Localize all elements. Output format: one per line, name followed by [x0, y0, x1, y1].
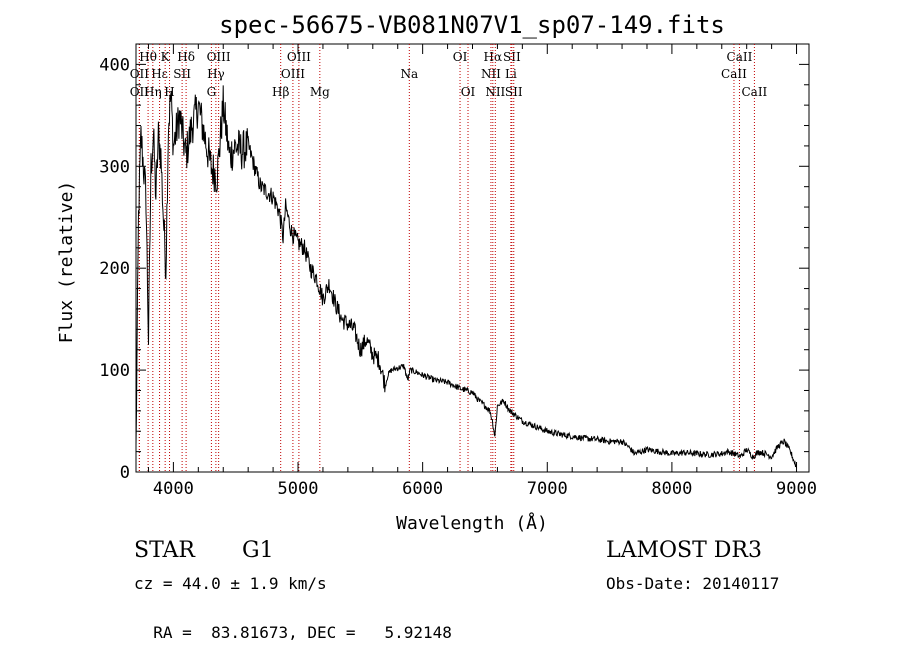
line-marker-label: SII	[505, 85, 523, 99]
line-marker-label: Hβ	[272, 85, 289, 99]
object-class: STAR	[134, 538, 195, 563]
x-axis-label: Wavelength (Å)	[396, 512, 548, 534]
survey-name: LAMOST DR3	[606, 538, 762, 563]
line-marker-label: NII	[481, 67, 501, 81]
x-tick-label: 9000	[776, 479, 817, 499]
plot-frame	[135, 43, 810, 473]
line-marker-label: OII	[130, 85, 150, 99]
line-marker-label: H	[164, 85, 174, 99]
line-marker-label: Hγ	[207, 67, 225, 81]
line-marker-label: SII	[173, 67, 191, 81]
line-marker-label: Hδ	[177, 50, 195, 64]
y-tick-label: 200	[99, 259, 130, 279]
y-tick-label: 0	[120, 463, 130, 483]
redshift-label: cz = 44.0 ± 1.9 km/s	[134, 574, 327, 593]
line-marker-label: Hθ	[139, 50, 157, 64]
line-marker-label: OIII	[207, 50, 231, 64]
y-axis-label: Flux (relative)	[56, 181, 77, 344]
subclass-label: G1	[242, 538, 274, 563]
x-tick-label: 4000	[153, 479, 194, 499]
x-tick-label: 7000	[527, 479, 568, 499]
x-tick-label: 6000	[402, 479, 443, 499]
coordinates: RA = 83.81673, DEC = 5.92148	[134, 604, 452, 642]
line-marker-label: SII	[503, 50, 521, 64]
line-marker-label: G	[207, 85, 217, 99]
line-marker-label: OI	[453, 50, 468, 64]
y-tick-label: 100	[99, 361, 130, 381]
line-marker-label: OI	[461, 85, 476, 99]
line-marker-label: Na	[400, 67, 418, 81]
line-marker-label: K	[161, 50, 171, 64]
x-tick-label: 5000	[278, 479, 319, 499]
line-marker-label: Hε	[151, 67, 168, 81]
line-marker-label: CaII	[721, 67, 747, 81]
line-marker-label: OIII	[281, 67, 305, 81]
subclass: G1	[242, 538, 274, 563]
x-tick-label: 8000	[651, 479, 692, 499]
axes: 4000 5000 6000 7000 8000 9000 0 100 200 300 400	[99, 43, 817, 499]
survey-label: LAMOST DR3	[606, 538, 762, 563]
line-marker-label: CaII	[741, 85, 767, 99]
line-marker-label: NII	[485, 85, 505, 99]
y-tick-label: 400	[99, 55, 130, 75]
line-marker-label: Mg	[310, 85, 330, 99]
spectrum-line	[135, 85, 797, 468]
line-marker-label: Hη	[144, 85, 162, 99]
object-class-label: STAR	[134, 538, 195, 563]
obs-date-label: Obs-Date: 20140117	[606, 574, 780, 593]
line-marker-label: CaII	[727, 50, 753, 64]
redshift-info: cz = 44.0 ± 1.9 km/s	[134, 574, 327, 593]
line-marker-label: OIII	[287, 50, 311, 64]
coordinates-label: RA = 83.81673, DEC = 5.92148	[153, 623, 452, 642]
y-tick-label: 300	[99, 157, 130, 177]
obs-date: Obs-Date: 20140117	[606, 574, 779, 593]
chart-title: spec-56675-VB081N07V1_sp07-149.fits	[219, 11, 725, 39]
line-marker-label: Li	[505, 67, 517, 81]
line-marker-label: Hα	[484, 50, 503, 64]
